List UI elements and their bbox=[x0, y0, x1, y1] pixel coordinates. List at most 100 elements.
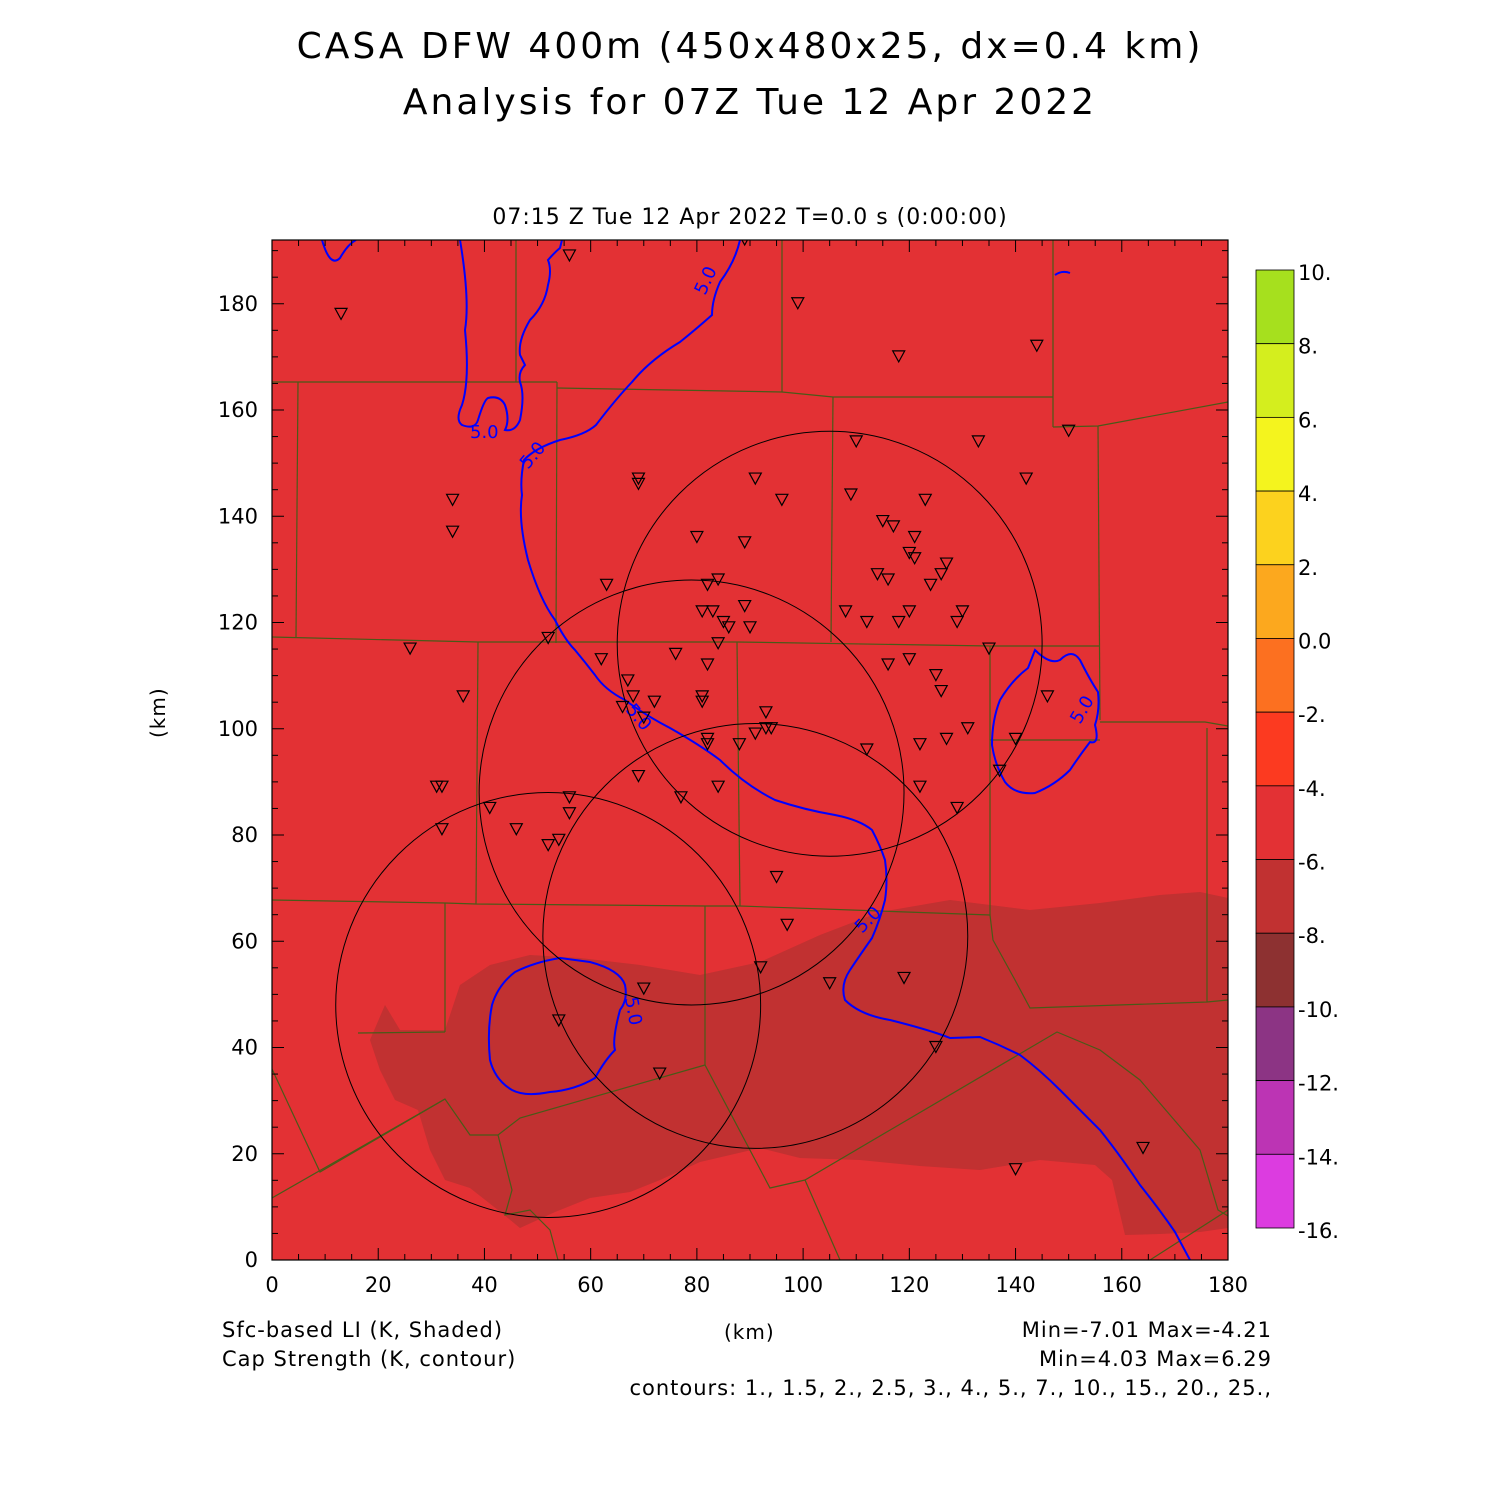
station-marker bbox=[636, 711, 651, 725]
colorbar-label: 10. bbox=[1298, 261, 1331, 285]
station-marker bbox=[689, 530, 704, 544]
station-marker bbox=[509, 823, 524, 836]
colorbar-swatch bbox=[1255, 1080, 1295, 1155]
station-marker bbox=[631, 477, 646, 491]
station-marker bbox=[1040, 690, 1055, 704]
colorbar-label: 0.0 bbox=[1298, 629, 1331, 653]
colorbar-swatch bbox=[1255, 1153, 1295, 1229]
colorbar-label: -6. bbox=[1298, 851, 1326, 875]
station-marker bbox=[971, 435, 986, 449]
station-marker bbox=[886, 520, 901, 534]
station-marker bbox=[790, 297, 805, 311]
footer-contour-list: contours: 1., 1.5, 2., 2.5, 3., 4., 5., … bbox=[629, 1376, 1272, 1400]
station-marker bbox=[732, 738, 747, 751]
station-marker bbox=[928, 1040, 943, 1054]
colorbar-swatch bbox=[1255, 932, 1295, 1008]
colorbar-label: -10. bbox=[1298, 998, 1339, 1022]
axes: 0 20 40 60 80 100 120 140 160 180 0 20 40 60 80 100 120 1… bbox=[218, 240, 1248, 1297]
x-tick-label: 40 bbox=[471, 1273, 498, 1297]
x-tick-label: 20 bbox=[365, 1273, 392, 1297]
station-marker bbox=[700, 738, 715, 751]
station-marker bbox=[912, 780, 927, 794]
station-marker bbox=[695, 695, 710, 709]
colorbar-swatch bbox=[1255, 343, 1295, 418]
station-marker bbox=[562, 807, 577, 821]
station-marker bbox=[737, 599, 752, 613]
station-marker bbox=[918, 493, 933, 507]
x-tick-label: 80 bbox=[684, 1273, 711, 1297]
station-marker bbox=[981, 642, 997, 656]
station-marker bbox=[753, 961, 768, 975]
colorbar-swatch bbox=[1255, 638, 1295, 713]
station-marker bbox=[668, 647, 683, 661]
station-marker bbox=[434, 823, 449, 836]
station-marker bbox=[620, 674, 635, 688]
station-marker bbox=[403, 642, 418, 656]
colorbar-label: 8. bbox=[1298, 335, 1318, 359]
station-marker bbox=[711, 780, 726, 794]
station-marker bbox=[838, 605, 853, 619]
station-marker bbox=[599, 578, 614, 592]
station-marker bbox=[950, 801, 965, 815]
station-marker bbox=[711, 573, 726, 587]
station-marker bbox=[939, 557, 954, 571]
station-marker bbox=[939, 732, 954, 746]
station-marker bbox=[928, 669, 943, 682]
page-title-line2: Analysis for 07Z Tue 12 Apr 2022 bbox=[402, 82, 1098, 123]
station-marker bbox=[881, 573, 896, 587]
station-marker bbox=[748, 472, 763, 486]
station-marker bbox=[695, 605, 710, 619]
station-marker bbox=[780, 918, 795, 932]
station-marker bbox=[562, 249, 577, 263]
station-marker bbox=[859, 743, 874, 757]
y-tick-label: 40 bbox=[231, 1036, 258, 1060]
x-tick-label: 0 bbox=[265, 1273, 278, 1297]
colorbar-label: -12. bbox=[1298, 1072, 1339, 1096]
plot-subtitle: 07:15 Z Tue 12 Apr 2022 T=0.0 s (0:00:00… bbox=[492, 205, 1008, 230]
station-marker bbox=[456, 690, 471, 704]
x-tick-label: 120 bbox=[889, 1273, 929, 1297]
colorbar-swatch bbox=[1255, 1006, 1295, 1082]
station-marker bbox=[445, 525, 460, 539]
colorbar-label: -4. bbox=[1298, 777, 1326, 801]
station-marker bbox=[875, 514, 890, 528]
station-marker bbox=[849, 435, 864, 449]
station-marker bbox=[843, 488, 858, 502]
station-markers bbox=[334, 240, 1151, 1176]
colorbar-swatch bbox=[1255, 785, 1295, 860]
station-marker bbox=[551, 1014, 566, 1028]
station-marker bbox=[1136, 1141, 1151, 1155]
radar-ring bbox=[616, 430, 1043, 857]
colorbar-swatch bbox=[1255, 490, 1295, 566]
station-marker bbox=[934, 684, 949, 698]
x-tick-label: 140 bbox=[996, 1273, 1036, 1297]
y-tick-label: 140 bbox=[218, 504, 258, 528]
station-marker bbox=[955, 605, 970, 619]
y-tick-label: 80 bbox=[231, 823, 258, 847]
station-marker bbox=[594, 653, 609, 666]
station-marker bbox=[907, 530, 922, 544]
station-marker bbox=[902, 653, 917, 666]
contour-label: 5.0 bbox=[470, 422, 499, 443]
radar-ring bbox=[335, 792, 762, 1218]
cap-strength-contours bbox=[321, 240, 1191, 1260]
station-marker bbox=[673, 791, 688, 805]
station-marker bbox=[1061, 424, 1076, 438]
station-marker bbox=[742, 621, 758, 635]
station-marker bbox=[891, 350, 906, 364]
station-marker bbox=[700, 578, 715, 592]
x-tick-label: 160 bbox=[1102, 1273, 1142, 1297]
colorbar-swatch bbox=[1255, 711, 1295, 787]
station-marker bbox=[541, 631, 556, 645]
station-marker bbox=[1029, 339, 1044, 353]
x-tick-label: 180 bbox=[1208, 1273, 1248, 1297]
station-marker bbox=[615, 700, 630, 714]
station-marker bbox=[551, 833, 566, 847]
contour-label: 5.0 bbox=[620, 995, 646, 1027]
station-marker bbox=[631, 769, 646, 783]
colorbar-swatch bbox=[1255, 416, 1295, 492]
station-marker bbox=[748, 727, 763, 741]
colorbar-label: -16. bbox=[1298, 1219, 1339, 1243]
radar-ring bbox=[542, 722, 969, 1149]
station-marker bbox=[758, 706, 773, 720]
